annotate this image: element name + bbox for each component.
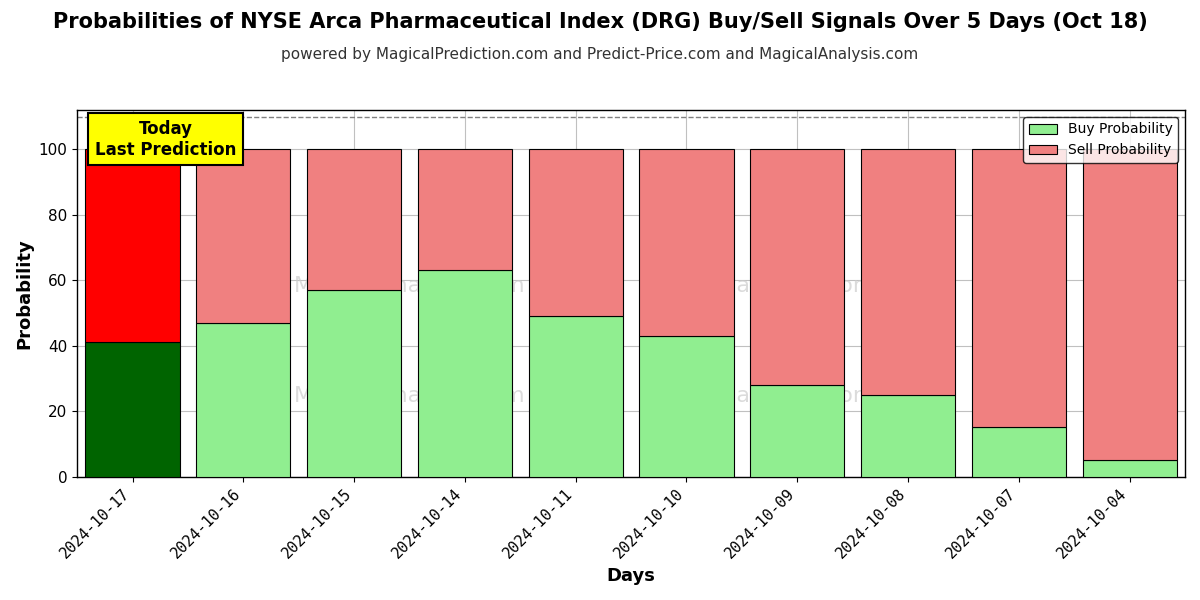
- Bar: [529, 316, 623, 476]
- Text: MagicalAnalysis.com: MagicalAnalysis.com: [294, 386, 526, 406]
- Bar: [418, 271, 512, 476]
- Bar: [1082, 460, 1177, 476]
- Bar: [750, 149, 845, 385]
- Bar: [972, 427, 1066, 476]
- Bar: [972, 149, 1066, 427]
- Text: Probabilities of NYSE Arca Pharmaceutical Index (DRG) Buy/Sell Signals Over 5 Da: Probabilities of NYSE Arca Pharmaceutica…: [53, 12, 1147, 32]
- Text: MagicalPrediction.com: MagicalPrediction.com: [672, 276, 923, 296]
- Bar: [1082, 149, 1177, 460]
- Text: powered by MagicalPrediction.com and Predict-Price.com and MagicalAnalysis.com: powered by MagicalPrediction.com and Pre…: [281, 46, 919, 61]
- Bar: [85, 343, 180, 476]
- Bar: [197, 323, 290, 476]
- Bar: [307, 149, 401, 290]
- Text: MagicalAnalysis.com: MagicalAnalysis.com: [294, 276, 526, 296]
- Bar: [640, 336, 733, 476]
- Bar: [418, 149, 512, 271]
- Bar: [197, 149, 290, 323]
- Bar: [860, 395, 955, 476]
- Text: MagicalPrediction.com: MagicalPrediction.com: [672, 386, 923, 406]
- Bar: [860, 149, 955, 395]
- Bar: [640, 149, 733, 336]
- Bar: [750, 385, 845, 476]
- Bar: [307, 290, 401, 476]
- Bar: [85, 149, 180, 343]
- Y-axis label: Probability: Probability: [14, 238, 32, 349]
- X-axis label: Days: Days: [607, 567, 655, 585]
- Legend: Buy Probability, Sell Probability: Buy Probability, Sell Probability: [1024, 117, 1178, 163]
- Bar: [529, 149, 623, 316]
- Text: Today
Last Prediction: Today Last Prediction: [95, 120, 236, 158]
